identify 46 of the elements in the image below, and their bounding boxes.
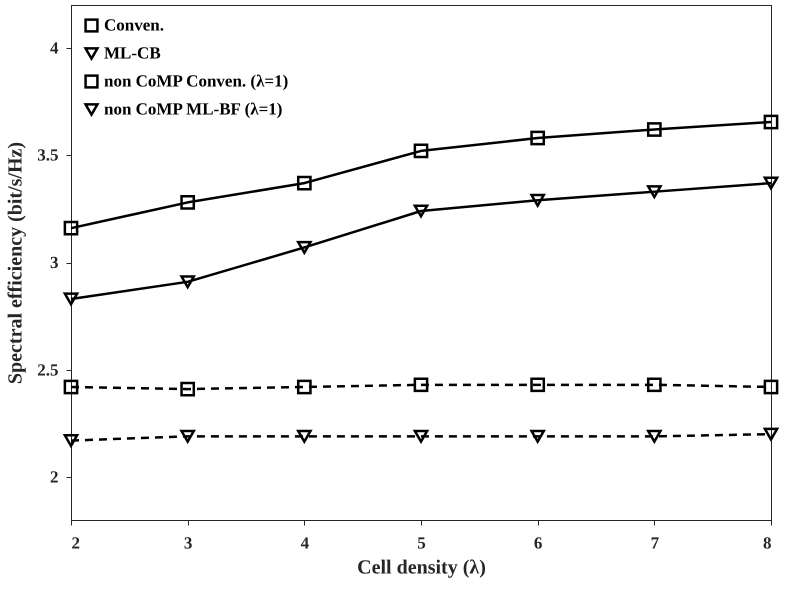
point bbox=[646, 122, 662, 137]
point bbox=[414, 377, 428, 392]
point bbox=[64, 220, 78, 236]
point bbox=[414, 144, 428, 158]
point bbox=[764, 380, 778, 394]
legend-label: non CoMP Conven. (λ=1) bbox=[104, 72, 288, 90]
point bbox=[646, 430, 662, 443]
point bbox=[530, 130, 546, 146]
point bbox=[64, 434, 78, 448]
point bbox=[530, 377, 546, 392]
legend-label: ML-CB bbox=[104, 44, 161, 62]
x-tick-label: 8 bbox=[763, 534, 772, 552]
point bbox=[296, 430, 312, 443]
x-tick-label: 7 bbox=[650, 534, 660, 552]
point bbox=[764, 176, 778, 190]
x-tick-label: 5 bbox=[417, 534, 426, 552]
legend-label: non CoMP ML-BF (λ=1) bbox=[104, 100, 282, 118]
point bbox=[764, 114, 778, 130]
x-tick-label: 4 bbox=[300, 534, 310, 552]
point bbox=[764, 428, 778, 441]
point bbox=[180, 195, 196, 210]
x-axis-title: Cell density (λ) bbox=[357, 556, 486, 578]
point bbox=[414, 204, 428, 218]
point bbox=[530, 194, 546, 207]
point bbox=[414, 430, 428, 443]
legend-label: Conven. bbox=[104, 16, 164, 34]
point bbox=[646, 185, 662, 198]
point bbox=[180, 430, 196, 443]
x-tick-label: 2 bbox=[72, 534, 80, 552]
point bbox=[296, 380, 312, 394]
x-tick-label: 6 bbox=[534, 534, 542, 552]
point bbox=[64, 292, 78, 306]
y-tick-label: 4 bbox=[50, 38, 59, 58]
x-tick-label: 3 bbox=[184, 534, 192, 552]
y-tick-label: 3.5 bbox=[37, 146, 58, 165]
y-tick-label: 2.5 bbox=[37, 360, 58, 380]
point bbox=[646, 377, 662, 392]
point bbox=[296, 176, 312, 190]
y-tick-label: 2 bbox=[50, 468, 58, 487]
point bbox=[296, 240, 312, 254]
point bbox=[530, 430, 546, 443]
y-axis-title: Spectral efficiency (bit/s/Hz) bbox=[4, 142, 26, 384]
y-tick-label: 3 bbox=[50, 253, 58, 272]
point bbox=[64, 380, 78, 394]
point bbox=[180, 382, 196, 396]
point bbox=[180, 275, 196, 288]
